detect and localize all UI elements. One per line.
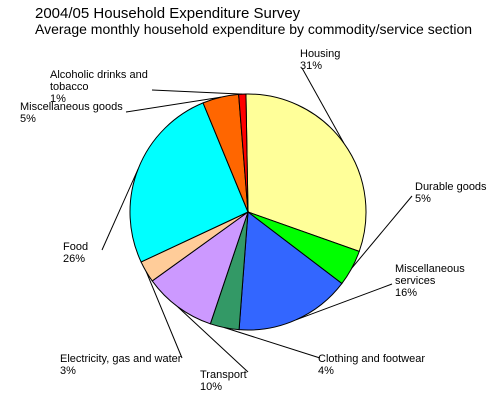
pie-slice-6 (129, 102, 249, 263)
leader-line-7 (125, 96, 221, 113)
slice-label-4: Transport 10% (200, 369, 247, 393)
pie-slice-2 (238, 211, 343, 331)
chart-title: 2004/05 Household Expenditure Survey (35, 5, 301, 22)
pie-slice-4 (151, 210, 249, 325)
pie-slice-0 (245, 93, 367, 253)
slice-label-3: Clothing and footwear 4% (318, 353, 425, 377)
leader-line-0 (301, 67, 345, 144)
leader-line-8 (151, 89, 243, 95)
slice-label-1: Durable goods 5% (415, 181, 487, 205)
leader-line-4 (177, 306, 249, 373)
slice-label-7: Miscellaneous goods 5% (20, 101, 123, 125)
leader-line-3 (224, 327, 321, 359)
slice-labels: Housing 31% Durable goods 5% Miscellaneous se… (20, 48, 487, 393)
leader-line-5 (145, 271, 183, 359)
leader-lines (101, 67, 413, 373)
slice-label-5: Electricity, gas and water 3% (60, 353, 182, 377)
leader-line-2 (296, 283, 393, 321)
slice-label-6: Food 26% (63, 241, 88, 265)
chart-subtitle: Average monthly household expenditure by… (35, 21, 472, 37)
leader-line-1 (351, 195, 413, 269)
leader-line-6 (101, 168, 139, 251)
pie-slices (129, 93, 367, 331)
slice-label-0: Housing 31% (300, 48, 340, 72)
slice-label-2: Miscellaneous services 16% (395, 263, 465, 299)
slice-label-8: Alcoholic drinks and tobacco 1% (50, 69, 148, 105)
